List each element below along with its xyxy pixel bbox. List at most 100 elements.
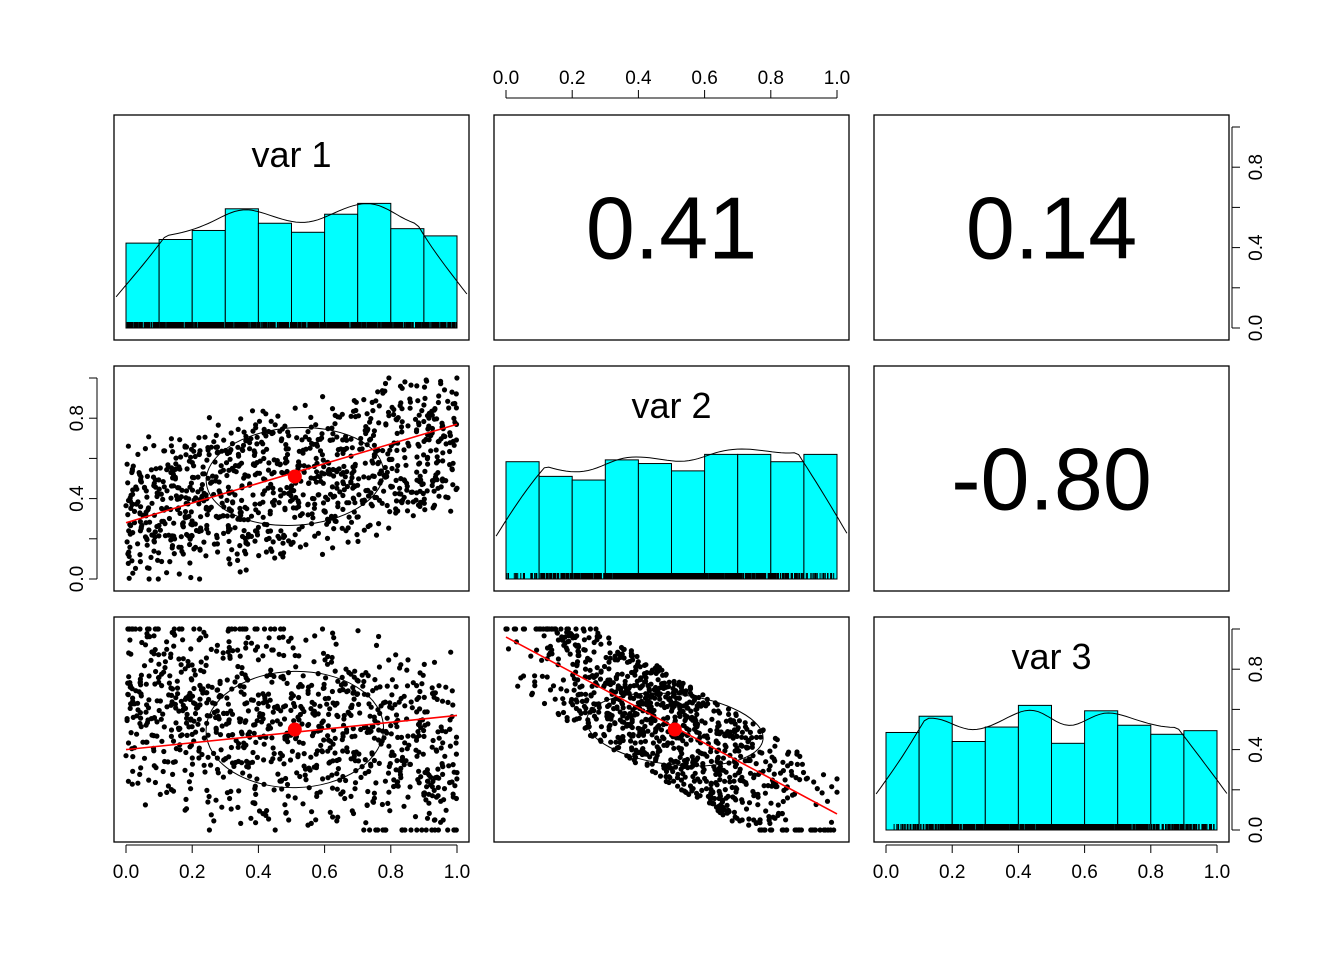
histogram-bar xyxy=(1017,704,1053,831)
scatter-point xyxy=(216,479,222,485)
scatter-point xyxy=(733,789,739,795)
scatter-point xyxy=(699,787,705,794)
scatter-point xyxy=(697,750,703,756)
scatter-point xyxy=(408,827,414,833)
scatter-point xyxy=(435,458,441,464)
scatter-point xyxy=(421,727,427,734)
scatter-point xyxy=(254,706,260,712)
scatter-point xyxy=(355,538,361,545)
scatter-point xyxy=(356,476,362,482)
scatter-point xyxy=(371,473,377,479)
scatter-point xyxy=(144,542,150,548)
scatter-point xyxy=(663,778,669,785)
scatter-point xyxy=(761,783,767,789)
scatter-point xyxy=(405,440,411,446)
scatter-point xyxy=(737,777,743,783)
scatter-point xyxy=(372,485,378,492)
scatter-point xyxy=(755,802,761,808)
scatter-point xyxy=(281,704,287,710)
scatter-point xyxy=(767,827,774,833)
scatter-point xyxy=(354,532,360,538)
scatter-point xyxy=(330,431,336,437)
scatter-point xyxy=(384,502,390,509)
scatter-point xyxy=(129,558,135,564)
scatter-point xyxy=(238,512,244,518)
scatter-point xyxy=(594,665,600,671)
tick-label: 0.4 xyxy=(1005,862,1032,883)
scatter-point xyxy=(633,664,639,670)
scatter-point xyxy=(708,758,715,765)
scatter-point xyxy=(626,722,632,728)
scatter-point xyxy=(137,519,143,525)
scatter-point xyxy=(388,484,394,490)
scatter-point xyxy=(335,713,341,720)
scatter-point xyxy=(333,641,339,647)
scatter-point xyxy=(661,763,667,769)
histogram-bar xyxy=(257,222,292,329)
scatter-point xyxy=(269,430,275,437)
scatter-point xyxy=(206,793,212,800)
scatter-point xyxy=(149,500,155,506)
scatter-point xyxy=(197,576,203,582)
scatter-point xyxy=(441,786,448,792)
scatter-point xyxy=(278,674,284,680)
scatter-point xyxy=(367,827,373,833)
scatter-point xyxy=(289,497,295,503)
scatter-point xyxy=(188,480,194,486)
scatter-point xyxy=(247,773,253,779)
scatter-point xyxy=(447,440,453,446)
scatter-point xyxy=(235,426,241,432)
scatter-point xyxy=(214,541,220,547)
scatter-point xyxy=(236,463,242,469)
scatter-point xyxy=(387,700,393,706)
scatter-point xyxy=(300,673,306,679)
scatter-point xyxy=(762,790,769,796)
scatter-point xyxy=(124,717,130,724)
scatter-point xyxy=(170,449,176,455)
scatter-point xyxy=(263,549,269,555)
scatter-point xyxy=(141,755,148,761)
scatter-point xyxy=(784,795,791,801)
scatter-point xyxy=(226,639,232,645)
scatter-point xyxy=(732,742,738,748)
scatter-point xyxy=(320,650,327,656)
scatter-point xyxy=(223,721,230,727)
scatter-point xyxy=(386,657,392,663)
scatter-point xyxy=(228,430,234,436)
scatter-point xyxy=(187,696,193,703)
scatter-point xyxy=(220,513,226,519)
scatter-point xyxy=(597,737,604,743)
scatter-point xyxy=(325,723,331,729)
scatter-point xyxy=(435,439,441,445)
scatter-point xyxy=(325,733,331,739)
scatter-point xyxy=(387,456,393,463)
scatter-point xyxy=(286,638,292,644)
scatter-point xyxy=(184,711,190,718)
scatter-point xyxy=(183,452,189,458)
scatter-point xyxy=(218,463,224,469)
scatter-point xyxy=(620,734,626,740)
scatter-point xyxy=(141,484,148,490)
scatter-point xyxy=(160,479,166,485)
scatter-point xyxy=(152,534,158,540)
scatter-point xyxy=(204,787,210,794)
scatter-point xyxy=(279,753,285,759)
scatter-point xyxy=(131,508,138,514)
scatter-point xyxy=(779,810,785,817)
scatter-point xyxy=(829,784,835,790)
scatter-point xyxy=(405,423,411,429)
scatter-point xyxy=(422,395,428,401)
scatter-point xyxy=(262,488,268,494)
scatter-point xyxy=(325,775,331,781)
panel-frame-2-1 xyxy=(493,616,850,843)
scatter-point xyxy=(640,732,647,738)
scatter-point xyxy=(664,715,671,721)
scatter-point xyxy=(137,771,143,778)
scatter-point xyxy=(814,786,820,792)
scatter-point xyxy=(301,751,307,757)
scatter-point xyxy=(189,761,196,767)
scatter-point xyxy=(211,818,217,824)
scatter-point xyxy=(760,768,766,774)
scatter-point xyxy=(688,764,695,770)
scatter-point xyxy=(689,714,695,721)
